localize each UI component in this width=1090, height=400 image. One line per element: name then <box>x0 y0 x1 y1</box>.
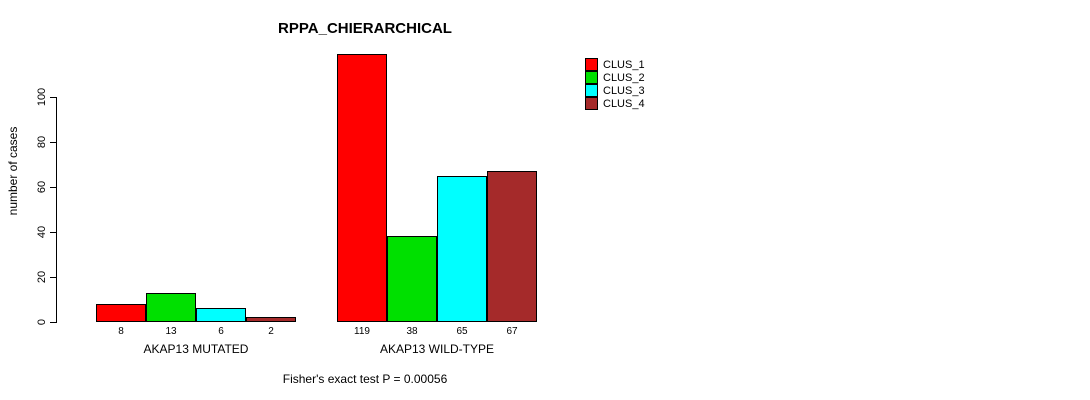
bar-clus_2 <box>146 293 196 322</box>
legend-label: CLUS_3 <box>603 84 645 97</box>
legend-swatch-icon <box>585 84 598 97</box>
y-tick-mark <box>50 232 56 233</box>
bar-value-label: 67 <box>506 326 518 337</box>
bar-value-label: 65 <box>456 326 468 337</box>
legend-row: CLUS_1 <box>585 58 645 71</box>
y-tick-label: 100 <box>36 87 48 107</box>
y-tick-label: 60 <box>36 180 48 194</box>
y-axis-label: number of cases <box>6 126 20 216</box>
y-tick-label: 40 <box>36 225 48 239</box>
y-tick-mark <box>50 97 56 98</box>
bar-value-label: 38 <box>406 326 418 337</box>
legend-row: CLUS_3 <box>585 84 645 97</box>
bar-value-label: 119 <box>354 326 370 337</box>
legend-label: CLUS_4 <box>603 97 645 110</box>
y-tick-label: 20 <box>36 270 48 284</box>
y-tick-label: 0 <box>36 318 48 326</box>
group-label: AKAP13 WILD-TYPE <box>379 342 495 356</box>
bar-value-label: 6 <box>218 326 224 337</box>
y-tick-mark <box>50 322 56 323</box>
bar-clus_3 <box>196 308 246 322</box>
legend-label: CLUS_1 <box>603 58 645 71</box>
bar-clus_2 <box>387 236 437 322</box>
bar-value-label: 8 <box>118 326 124 337</box>
bar-clus_1 <box>96 304 146 322</box>
y-axis-line <box>56 97 57 323</box>
bar-clus_3 <box>437 176 487 322</box>
y-tick-mark <box>50 142 56 143</box>
chart-title: RPPA_CHIERARCHICAL <box>278 20 452 37</box>
legend-swatch-icon <box>585 71 598 84</box>
footnote-text: Fisher's exact test P = 0.00056 <box>282 372 448 386</box>
y-tick-label: 80 <box>36 135 48 149</box>
bar-value-label: 2 <box>268 326 274 337</box>
y-tick-mark <box>50 277 56 278</box>
legend-label: CLUS_2 <box>603 71 645 84</box>
y-tick-mark <box>50 187 56 188</box>
bar-clus_4 <box>246 317 296 322</box>
legend-swatch-icon <box>585 58 598 71</box>
legend-row: CLUS_4 <box>585 97 645 110</box>
bar-value-label: 13 <box>165 326 177 337</box>
group-label: AKAP13 MUTATED <box>143 342 249 356</box>
legend: CLUS_1 CLUS_2 CLUS_3 CLUS_4 <box>585 58 645 110</box>
legend-swatch-icon <box>585 97 598 110</box>
legend-row: CLUS_2 <box>585 71 645 84</box>
bar-clus_4 <box>487 171 537 322</box>
bar-clus_1 <box>337 54 387 322</box>
